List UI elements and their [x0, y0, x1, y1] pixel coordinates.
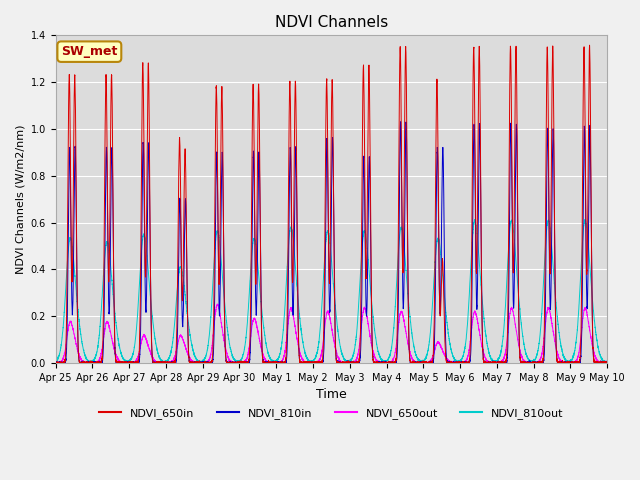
Line: NDVI_810in: NDVI_810in	[56, 122, 607, 363]
X-axis label: Time: Time	[316, 388, 347, 401]
NDVI_810in	[259, 348, 266, 354]
NDVI_650in	[164, 359, 172, 365]
NDVI_650out	[408, 356, 415, 361]
NDVI_810in	[408, 360, 415, 366]
NDVI_810out	[164, 356, 172, 362]
NDVI_650in	[170, 360, 177, 366]
NDVI_810in	[52, 360, 60, 366]
NDVI_810in	[602, 360, 609, 365]
NDVI_650out	[170, 356, 177, 361]
NDVI_650in	[52, 360, 60, 366]
NDVI_810in	[52, 359, 60, 365]
NDVI_810out	[602, 359, 609, 364]
NDVI_650out	[486, 360, 493, 365]
NDVI_650out	[213, 301, 221, 307]
NDVI_810in	[170, 360, 177, 366]
NDVI_650out	[259, 348, 266, 354]
Title: NDVI Channels: NDVI Channels	[275, 15, 388, 30]
NDVI_810out	[581, 217, 589, 223]
NDVI_650out	[602, 360, 609, 366]
Y-axis label: NDVI Channels (W/m2/nm): NDVI Channels (W/m2/nm)	[15, 124, 25, 274]
NDVI_650in	[259, 348, 266, 354]
Legend: NDVI_650in, NDVI_810in, NDVI_650out, NDVI_810out: NDVI_650in, NDVI_810in, NDVI_650out, NDV…	[95, 403, 568, 423]
NDVI_810in	[604, 360, 611, 366]
NDVI_810out	[408, 326, 415, 332]
NDVI_810out	[604, 360, 611, 366]
NDVI_810in	[164, 360, 172, 366]
Text: SW_met: SW_met	[61, 45, 118, 58]
NDVI_810in	[397, 119, 404, 125]
NDVI_650out	[604, 360, 611, 366]
Line: NDVI_810out: NDVI_810out	[56, 220, 607, 363]
NDVI_650out	[52, 360, 60, 366]
NDVI_650in	[586, 42, 593, 48]
NDVI_810out	[170, 331, 177, 336]
Line: NDVI_650in: NDVI_650in	[56, 45, 607, 363]
NDVI_810in	[486, 360, 494, 366]
NDVI_650in	[602, 360, 609, 366]
NDVI_650in	[604, 360, 611, 366]
NDVI_650in	[408, 360, 415, 366]
NDVI_650in	[52, 360, 60, 366]
NDVI_650in	[486, 360, 493, 366]
NDVI_810out	[602, 360, 609, 366]
NDVI_810out	[486, 353, 493, 359]
Line: NDVI_650out: NDVI_650out	[56, 304, 607, 363]
NDVI_810out	[259, 310, 266, 316]
NDVI_650out	[164, 360, 172, 366]
NDVI_810out	[52, 359, 60, 364]
